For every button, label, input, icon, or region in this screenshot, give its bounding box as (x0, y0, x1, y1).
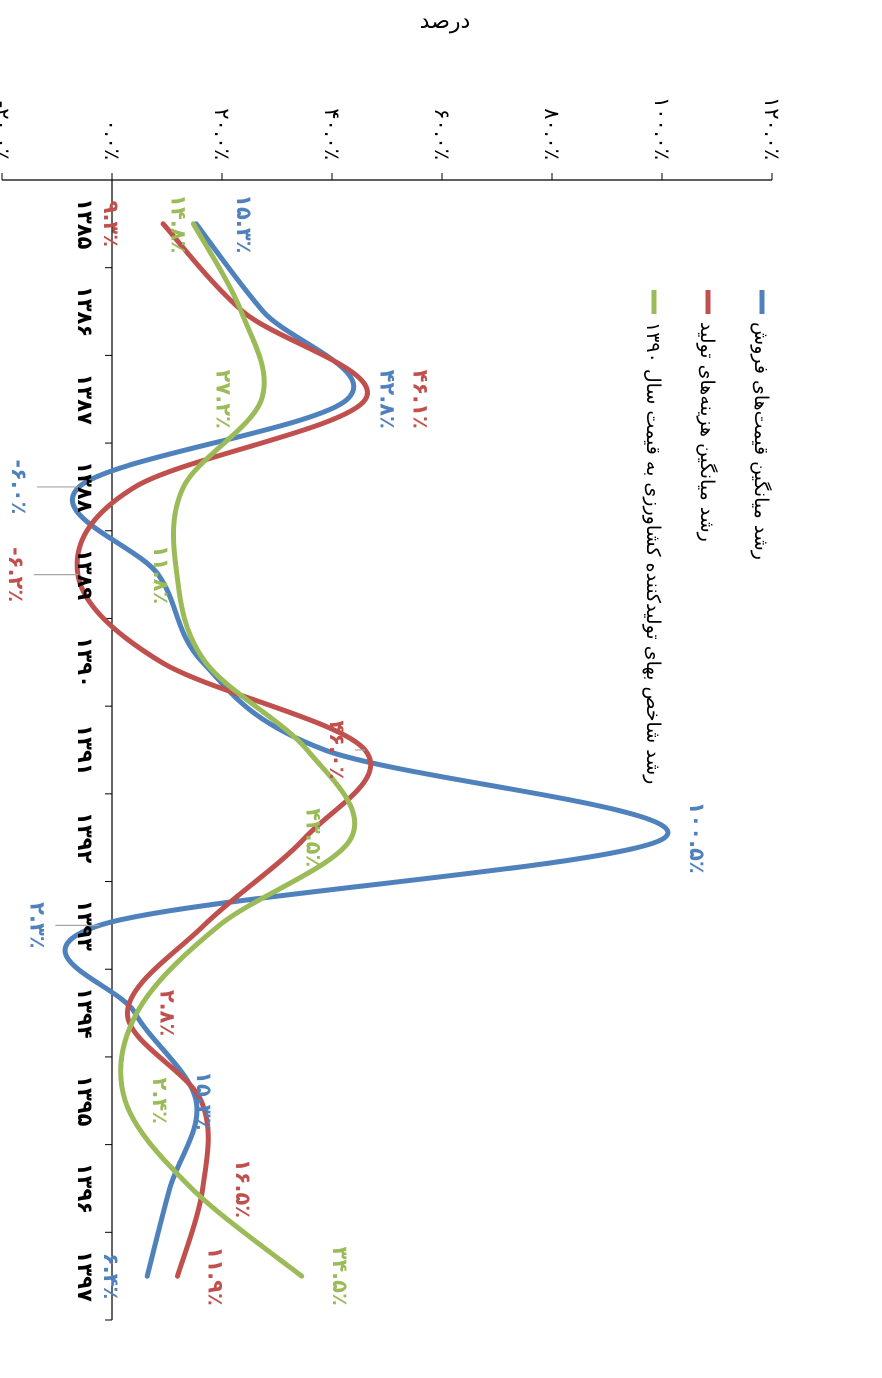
tick-labels: -۲۰.۰٪ ۰.۰٪ ۲۰.۰٪ ۴۰.۰٪ ۶۰.۰٪ ۸۰.۰٪ ۱۰۰.۰٪ ۱۲۰.… (0, 97, 784, 1302)
value-tick-label: ۲۰.۰٪ (210, 108, 234, 160)
series-lines (62, 221, 671, 1279)
value-tick-label: ۴۰.۰٪ (320, 108, 344, 160)
category-tick-label: ۱۳۸۹ (73, 549, 97, 600)
data-label: -۶.۰٪ (7, 459, 31, 514)
data-label: ۴۳.۵٪ (301, 808, 325, 867)
legend-label-3: رشد شاخص بهای تولیدکننده کشاورزی به قیمت… (642, 322, 664, 784)
legend-label-2: رشد میانگین هزینه‌های تولید (696, 322, 719, 542)
category-tick-label: ۱۳۸۸ (73, 461, 97, 512)
category-tick-label: ۱۳۹۰ (73, 637, 97, 688)
data-label: ۴۲.۸٪ (375, 370, 399, 429)
series-line-1 (62, 221, 671, 1279)
data-label: ۱۱.۸٪ (149, 545, 173, 604)
label-leader-lines (33, 223, 365, 926)
category-tick-label: ۱۳۹۲ (73, 812, 97, 863)
data-label: ۱۱.۹٪ (203, 1247, 227, 1306)
data-label: ۲.۳٪ (25, 902, 49, 948)
category-tick-label: ۱۳۹۵ (73, 1075, 97, 1126)
data-label: ۴۶.۱٪ (409, 370, 433, 429)
series-line-3 (118, 221, 358, 1279)
y-axis-title: درصد (420, 9, 471, 34)
value-tick-label: ۱۰۰.۰٪ (650, 97, 674, 160)
data-label: ۱۶.۵٪ (231, 1159, 255, 1218)
data-label: ۲.۴٪ (148, 1078, 172, 1124)
category-tick-label: ۱۳۸۷ (73, 374, 97, 425)
data-label: ۴۶.۰٪ (325, 720, 349, 779)
value-tick-label: ۸۰.۰٪ (540, 108, 564, 160)
category-tick-label: ۱۳۹۳ (73, 900, 97, 951)
category-tick-label: ۱۳۹۷ (73, 1251, 97, 1302)
category-tick-label: ۱۳۸۶ (73, 286, 97, 337)
value-tick-label: ۱۲۰.۰٪ (760, 97, 784, 160)
category-tick-label: ۱۳۹۴ (73, 987, 97, 1038)
data-label: ۲۷.۲٪ (212, 370, 236, 429)
series-line-2 (74, 221, 374, 1279)
data-label: ۱۰۰.۵٪ (685, 802, 709, 874)
value-tick-label: ۶۰.۰٪ (430, 108, 454, 160)
data-label: ۱۵.۳٪ (192, 1071, 216, 1130)
data-label: ۱۵.۳٪ (232, 194, 256, 253)
value-tick-label: ۰.۰٪ (100, 119, 124, 160)
plot-area: ۱۵.۳٪ ۴۲.۸٪ -۶.۰٪ ۱۰۰.۵٪ ۲.۳٪ ۱۵.۳٪ ۶.۴٪ ۹.۳٪ ۴۶… (0, 97, 784, 1321)
data-label: ۶.۴٪ (99, 1253, 123, 1299)
value-tick-label: -۲۰.۰٪ (0, 101, 14, 160)
legend-label-1: رشد میانگین قیمت‌های فروش (750, 322, 773, 560)
category-tick-label: ۱۳۸۵ (73, 198, 97, 249)
data-label: ۱۴.۸٪ (166, 194, 190, 253)
data-labels: ۱۵.۳٪ ۴۲.۸٪ -۶.۰٪ ۱۰۰.۵٪ ۲.۳٪ ۱۵.۳٪ ۶.۴٪ ۹.۳٪ ۴۶… (4, 194, 709, 1306)
category-tick-label: ۱۳۹۶ (73, 1163, 97, 1214)
axes (1, 173, 773, 1321)
data-label: ۹.۳٪ (99, 201, 123, 247)
data-label: ۳۴.۵٪ (328, 1247, 352, 1306)
data-label: ۲.۸٪ (155, 990, 179, 1036)
legend: رشد میانگین قیمت‌های فروش رشد میانگین هزی… (642, 290, 773, 784)
data-label: -۶.۲٪ (4, 547, 28, 602)
category-tick-label: ۱۳۹۱ (73, 724, 97, 775)
